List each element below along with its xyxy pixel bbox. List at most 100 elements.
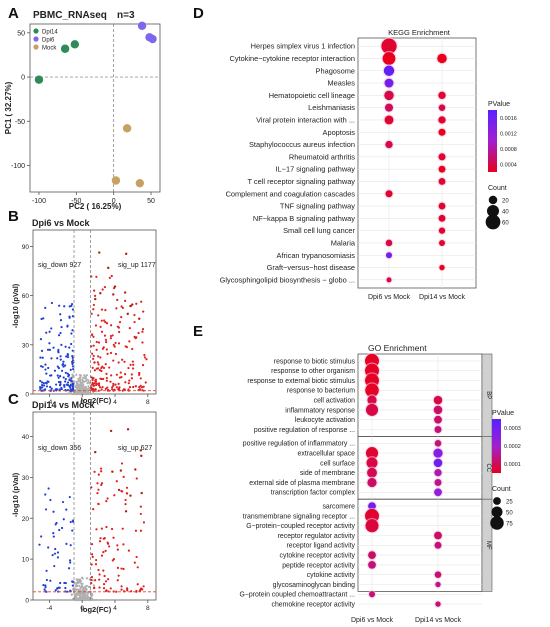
- volcano-xtick-label: 0: [80, 399, 84, 406]
- facet-strip-label: BP: [485, 391, 491, 399]
- down-gene-point: [71, 519, 75, 522]
- category-label: Dpi6 vs Mock: [368, 294, 411, 301]
- facet-frame: [357, 435, 483, 500]
- pca-xtick-label: -100: [32, 198, 46, 205]
- up-gene-point: [110, 527, 114, 531]
- enrichment-point: [367, 477, 377, 488]
- ns-gene-point: [72, 392, 76, 395]
- up-gene-point: [100, 470, 103, 473]
- volcano-dpi14-sig-up: sig_up 627: [118, 445, 152, 452]
- down-gene-point: [42, 317, 45, 320]
- up-gene-point: [127, 388, 130, 391]
- enrichment-point: [438, 104, 446, 111]
- pca-xlabel: PC2 ( 16.25%): [69, 202, 122, 211]
- enrichment-point: [434, 531, 442, 540]
- up-gene-point: [141, 341, 144, 344]
- ns-gene-point: [79, 598, 82, 601]
- down-gene-point: [60, 526, 64, 530]
- up-gene-point: [98, 586, 101, 589]
- up-gene-point: [91, 333, 94, 337]
- up-gene-point: [136, 583, 139, 586]
- enrichment-point: [434, 541, 442, 549]
- up-gene-point: [111, 559, 114, 562]
- count-legend-marker: [486, 204, 500, 218]
- up-gene-point: [138, 317, 141, 320]
- enrichment-point: [438, 202, 446, 210]
- down-gene-point: [48, 342, 51, 345]
- down-gene-point: [54, 523, 57, 526]
- count-legend-label: 60: [502, 221, 509, 227]
- up-gene-point: [125, 486, 129, 489]
- term-label: positive regulation of response ...: [254, 427, 355, 434]
- up-gene-point: [97, 568, 100, 572]
- up-gene-point: [90, 553, 94, 556]
- enrichment-point: [438, 153, 446, 161]
- up-gene-point: [107, 266, 110, 270]
- up-gene-point: [132, 385, 135, 389]
- up-gene-point: [118, 321, 122, 324]
- up-gene-point: [102, 377, 105, 381]
- up-gene-point: [105, 525, 108, 529]
- enrichment-point: [382, 52, 396, 65]
- down-gene-point: [66, 325, 69, 328]
- up-gene-point: [99, 291, 102, 295]
- down-gene-point: [50, 357, 53, 360]
- up-gene-point: [104, 387, 107, 390]
- up-gene-point: [120, 585, 123, 588]
- facet-strip-label: CC: [485, 463, 491, 472]
- up-gene-point: [115, 386, 118, 389]
- term-label: Graft−versus−host disease: [267, 263, 355, 272]
- down-gene-point: [48, 348, 52, 351]
- up-gene-point: [94, 379, 97, 382]
- ns-gene-point: [92, 584, 96, 587]
- up-gene-point: [138, 373, 141, 377]
- down-gene-point: [52, 346, 55, 349]
- pvalue-colorbar: [492, 419, 501, 473]
- plot-frame: [357, 37, 477, 289]
- enrichment-point: [385, 252, 393, 259]
- enrichment-point: [438, 178, 446, 185]
- up-gene-point: [92, 384, 96, 387]
- up-gene-point: [106, 386, 109, 389]
- down-gene-point: [40, 389, 43, 392]
- pca-point-mock: [135, 178, 145, 188]
- ns-gene-point: [83, 594, 86, 597]
- up-gene-point: [120, 462, 124, 465]
- ns-gene-point: [80, 385, 83, 388]
- down-gene-point: [45, 372, 48, 375]
- ns-gene-point: [83, 596, 86, 599]
- up-gene-point: [135, 555, 138, 559]
- ns-gene-point: [81, 378, 84, 382]
- up-gene-point: [103, 285, 107, 289]
- enrichment-point: [438, 165, 446, 173]
- down-gene-point: [71, 529, 74, 532]
- up-gene-point: [96, 367, 100, 370]
- up-gene-point: [132, 367, 135, 370]
- pca-ylabel: PC1 ( 32.27%): [4, 81, 13, 134]
- ns-gene-point: [92, 392, 95, 395]
- down-gene-point: [71, 356, 74, 360]
- up-gene-point: [108, 276, 111, 279]
- up-gene-point: [122, 567, 125, 571]
- up-gene-point: [140, 300, 143, 303]
- down-gene-point: [59, 355, 62, 358]
- up-gene-point: [112, 382, 115, 385]
- down-gene-point: [46, 348, 50, 351]
- up-gene-point: [103, 319, 106, 322]
- term-label: G−protein−coupled receptor activity: [246, 523, 355, 530]
- pca-subtitle: n=3: [117, 10, 135, 21]
- down-gene-point: [65, 355, 68, 358]
- down-gene-point: [57, 351, 60, 354]
- volcano-xtick-label: 8: [146, 399, 150, 406]
- down-gene-point: [66, 381, 70, 384]
- up-gene-point: [105, 499, 108, 503]
- go-title: GO Enrichment: [368, 343, 427, 353]
- term-label: response to external biotic stimulus: [247, 378, 355, 385]
- enrichment-point: [438, 116, 446, 124]
- up-gene-point: [120, 567, 123, 570]
- up-gene-point: [99, 325, 102, 328]
- term-label: T cell receptor signaling pathway: [248, 177, 356, 186]
- down-gene-point: [47, 366, 50, 370]
- up-gene-point: [109, 324, 113, 327]
